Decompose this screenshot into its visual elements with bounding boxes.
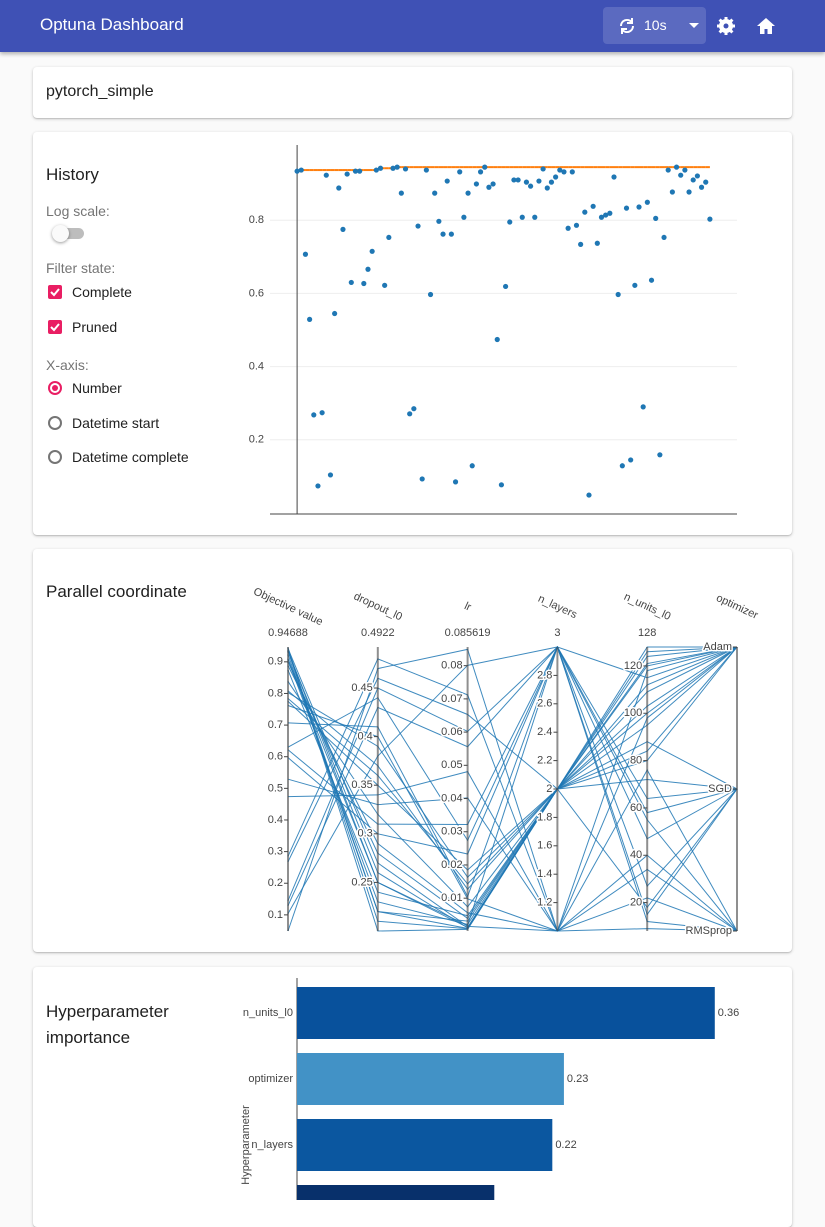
importance-card: Hyperparameter importance [33,967,792,1227]
card-title: History [46,165,99,184]
checkbox[interactable] [48,285,62,299]
history-card: History Log scale: Filter state: Complet… [33,132,792,535]
refresh-value: 10s [644,17,667,33]
card-title: Parallel coordinate [46,582,187,601]
page: Optuna Dashboard {"header": {"title": "O… [0,0,825,1200]
radio[interactable] [48,450,62,464]
radio[interactable] [48,381,62,395]
x-axis-option: Number [72,380,122,396]
body: Optuna Dashboard 10s pytorch_simple Hist… [0,0,825,1200]
study-name: pytorch_simple [46,83,154,100]
x-axis-label: X-axis: [46,357,89,373]
filter-option: Pruned [72,319,118,335]
refresh-icon [619,18,635,34]
checkbox[interactable] [48,320,62,334]
log-scale-label: Log scale: [46,203,110,219]
dropdown-arrow [689,23,699,28]
filter-label: Filter state: [46,260,116,276]
x-axis-option: Datetime complete [72,449,189,465]
home-button[interactable] [756,16,776,36]
parallel-card: Parallel coordinate [33,549,792,952]
settings-button[interactable] [716,16,736,36]
study-card: pytorch_simple [33,67,792,118]
x-axis-option: Datetime start [72,415,160,431]
refresh-select[interactable]: 10s [603,7,706,44]
radio[interactable] [48,416,62,430]
app-title: Optuna Dashboard [40,15,184,34]
switch-thumb [52,225,69,242]
log-scale-switch[interactable] [52,225,84,242]
card-title: Hyperparameter importance [46,1002,169,1047]
app-bar: Optuna Dashboard 10s [0,0,825,52]
filter-option: Complete [72,284,132,300]
